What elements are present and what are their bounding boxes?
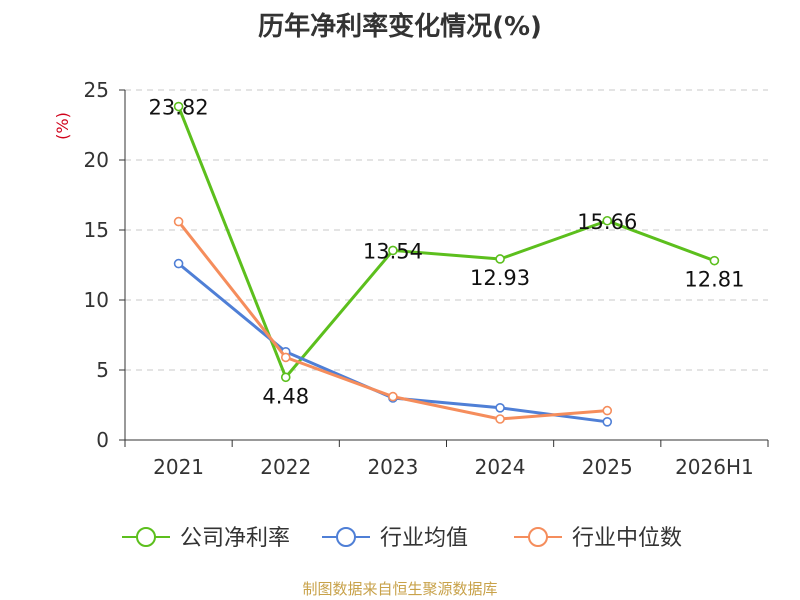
y-tick-label: 20 <box>84 148 109 172</box>
data-point <box>602 416 613 427</box>
legend-label: 行业均值 <box>380 526 468 551</box>
data-label: 4.48 <box>262 384 309 408</box>
data-point <box>388 245 398 256</box>
series-line-0 <box>177 105 715 379</box>
y-tick-label: 10 <box>84 288 109 312</box>
legend-label: 公司净利率 <box>180 526 290 551</box>
chart-title: 历年净利率变化情况(%) <box>258 12 542 42</box>
data-point <box>602 405 613 416</box>
x-tick-label: 2024 <box>475 455 526 479</box>
source-note: 制图数据来自恒生聚源数据库 <box>302 580 498 598</box>
y-tick-label: 5 <box>96 358 109 382</box>
data-point <box>709 255 720 266</box>
data-point <box>602 215 613 226</box>
y-tick-label: 15 <box>84 218 109 242</box>
data-point <box>280 352 291 363</box>
legend-marker <box>528 527 548 547</box>
legend: 公司净利率 行业均值 行业中位数 <box>122 526 682 551</box>
x-tick-label: 2021 <box>153 455 204 479</box>
data-label: 23.82 <box>149 96 209 120</box>
data-label: 12.81 <box>684 268 744 292</box>
legend-marker <box>136 527 156 547</box>
series-lines <box>173 101 720 427</box>
data-label: 13.54 <box>363 239 423 263</box>
data-point <box>173 216 184 227</box>
data-point <box>495 254 505 264</box>
data-point <box>280 372 291 383</box>
data-point <box>495 414 505 424</box>
data-point <box>173 101 184 112</box>
legend-marker <box>336 527 356 547</box>
y-axis-label: (%) <box>53 112 72 140</box>
grid-lines <box>125 89 768 371</box>
data-point <box>173 258 184 269</box>
legend-label: 行业中位数 <box>572 526 682 551</box>
x-tick-label: 2022 <box>260 455 311 479</box>
data-label: 15.66 <box>577 210 637 234</box>
x-tick-label: 2023 <box>367 455 418 479</box>
y-tick-label: 0 <box>96 428 109 452</box>
data-point <box>388 391 398 402</box>
data-point <box>495 402 505 413</box>
y-tick-label: 25 <box>84 78 109 102</box>
data-label: 12.93 <box>470 266 530 290</box>
x-tick-label: 2025 <box>582 455 633 479</box>
data-labels: 23.82 4.48 13.54 12.93 15.66 12.81 <box>149 96 745 409</box>
x-tick-label: 2026H1 <box>675 455 754 479</box>
